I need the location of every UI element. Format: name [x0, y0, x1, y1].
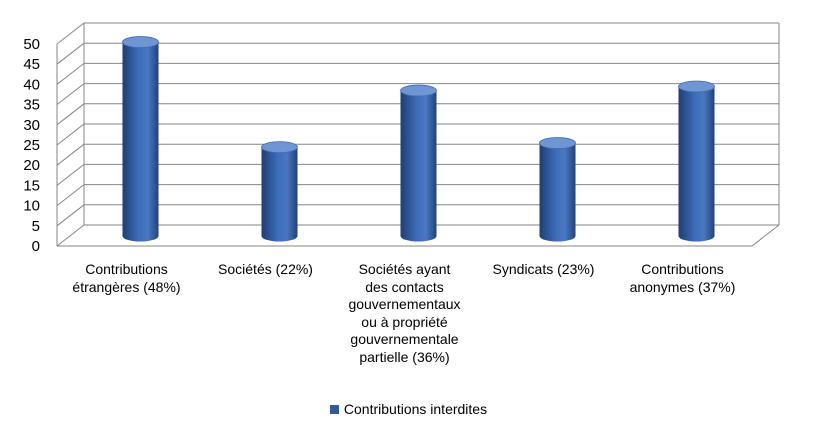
bar [261, 141, 298, 242]
y-tick-label: 10 [23, 198, 40, 215]
bar [400, 84, 437, 242]
y-tick-label: 0 [32, 238, 40, 255]
gridline-side [56, 184, 85, 206]
bar-top [678, 80, 715, 93]
gridline-side [56, 164, 85, 186]
y-tick-label: 15 [23, 177, 40, 194]
y-tick-label: 50 [23, 36, 40, 53]
y-tick-label: 45 [23, 56, 40, 73]
gridline-side [56, 224, 85, 247]
bar-body [122, 42, 159, 242]
bar-top [539, 137, 576, 149]
bar-body [678, 86, 715, 242]
gridline-side [56, 143, 85, 166]
gridline-side [56, 123, 85, 146]
y-tick-label: 25 [23, 137, 40, 154]
gridline-side [56, 42, 85, 65]
gridline-side [56, 83, 85, 105]
x-tick-label: Contributions anonymes (37%) [629, 261, 736, 295]
gridline-side [56, 63, 85, 85]
floor-right-edge [751, 224, 780, 247]
bar-top [122, 36, 159, 48]
y-axis-tick-labels: 0 5 10 15 20 25 30 35 40 45 50 [23, 36, 40, 255]
bar-body [539, 143, 576, 242]
y-tick-label: 40 [23, 76, 40, 93]
legend-swatch [329, 405, 339, 414]
legend-label: Contributions interdites [343, 401, 488, 417]
bar [122, 36, 159, 242]
y-tick-label: 30 [23, 117, 40, 134]
bar-body [400, 90, 437, 242]
y-tick-label: 20 [23, 157, 40, 174]
x-tick-label: Contributions étrangères (48%) [72, 261, 181, 295]
x-tick-label: Sociétés (22%) [218, 261, 313, 277]
bar [539, 137, 576, 242]
bar-body [261, 147, 298, 242]
legend: Contributions interdites [0, 401, 817, 417]
bar-top [261, 141, 298, 154]
bar-series [122, 36, 715, 242]
x-tick-label: Sociétés ayant des contacts gouvernement… [348, 261, 461, 365]
gridline-side [56, 22, 85, 45]
gridline-side [56, 204, 85, 227]
bar-top [400, 84, 437, 97]
y-tick-label: 35 [23, 97, 40, 114]
gridline-side [56, 103, 85, 126]
x-tick-label: Syndicats (23%) [492, 261, 595, 277]
bar [678, 80, 715, 242]
y-tick-label: 5 [32, 218, 40, 235]
